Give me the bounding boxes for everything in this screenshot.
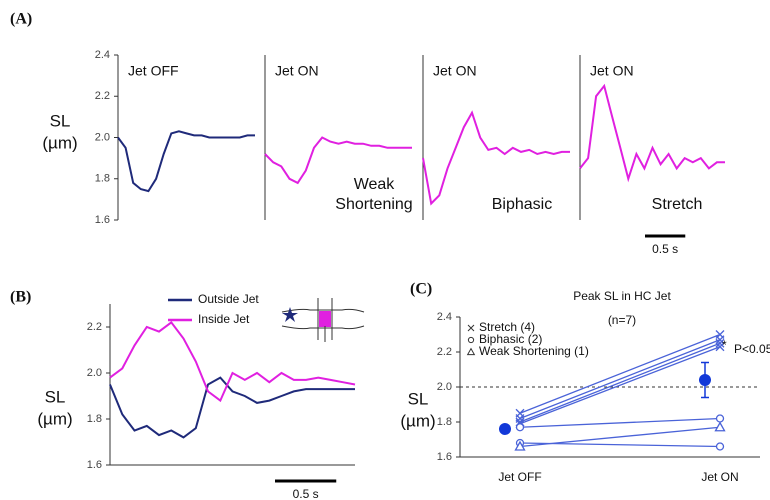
mean-marker — [499, 423, 511, 435]
subject-line — [519, 342, 721, 423]
annotation: Weak — [354, 176, 396, 193]
x-tick-label: Jet OFF — [498, 470, 541, 484]
annotation: Biphasic — [492, 196, 552, 213]
y-axis-label: (µm) — [400, 411, 435, 430]
trace — [117, 130, 255, 193]
trace — [264, 136, 412, 185]
subject-line — [519, 426, 721, 448]
chart-title: Jet ON — [433, 63, 477, 79]
trace — [422, 110, 570, 206]
y-axis-label: SL — [50, 111, 71, 130]
y-tick-label: 2.4 — [437, 311, 452, 323]
chart-title: Peak SL in HC Jet — [573, 289, 671, 303]
jet-schematic — [281, 298, 365, 342]
y-axis-label: (µm) — [37, 409, 72, 428]
chart-title: Jet OFF — [128, 63, 179, 79]
subject-line — [519, 417, 721, 428]
subject-line — [519, 346, 721, 425]
marker-x — [715, 335, 725, 345]
scale-bar-label: 0.5 s — [293, 487, 319, 500]
y-tick-label: 1.6 — [87, 459, 102, 471]
legend-label: Inside Jet — [198, 312, 250, 326]
y-tick-label: 2.2 — [87, 321, 102, 333]
panel-label: (A) — [10, 11, 32, 28]
legend-label: Biphasic (2) — [479, 332, 542, 346]
panel-label: (C) — [410, 281, 432, 298]
legend-label: Weak Shortening (1) — [479, 344, 589, 358]
y-tick-label: 1.8 — [437, 416, 452, 428]
legend-label: Stretch (4) — [479, 320, 535, 334]
marker-x — [467, 324, 475, 332]
marker-circle — [715, 414, 725, 423]
y-tick-label: 2.2 — [437, 346, 452, 358]
y-axis-label: SL — [45, 387, 66, 406]
scale-bar-label: 0.5 s — [652, 242, 678, 256]
marker-triangle — [714, 421, 726, 432]
y-tick-label: 2.4 — [95, 49, 110, 61]
trace — [109, 376, 355, 439]
subject-line — [519, 333, 721, 414]
y-axis-label: SL — [408, 389, 429, 408]
marker-x — [715, 342, 725, 352]
y-tick-label: 2.0 — [87, 367, 102, 379]
mean-marker — [699, 374, 711, 386]
chart-subtitle: (n=7) — [608, 313, 636, 327]
trace — [579, 83, 725, 183]
marker-x — [715, 338, 725, 348]
y-tick-label: 1.6 — [95, 214, 110, 226]
y-axis-label: (µm) — [42, 133, 77, 152]
legend-label: Outside Jet — [198, 292, 259, 306]
p-value: P<0.05 — [734, 342, 770, 356]
y-tick-label: 1.8 — [95, 173, 110, 185]
y-tick-label: 1.8 — [87, 413, 102, 425]
marker-triangle — [514, 440, 526, 451]
marker-circle — [467, 336, 475, 344]
chart-title: Jet ON — [275, 63, 319, 79]
annotation: Shortening — [335, 196, 412, 213]
y-tick-label: 1.6 — [437, 451, 452, 463]
panel-label: (B) — [10, 289, 31, 306]
chart-title: Jet ON — [590, 63, 634, 79]
subject-line — [519, 339, 721, 420]
y-tick-label: 2.2 — [95, 90, 110, 102]
marker-circle — [715, 442, 725, 451]
trace — [109, 321, 356, 403]
marker-triangle — [466, 347, 476, 356]
x-tick-label: Jet ON — [701, 470, 738, 484]
y-tick-label: 2.0 — [95, 131, 110, 143]
y-tick-label: 2.0 — [437, 381, 452, 393]
marker-circle — [515, 423, 525, 432]
annotation: Stretch — [652, 196, 703, 213]
significance: * — [722, 338, 727, 352]
